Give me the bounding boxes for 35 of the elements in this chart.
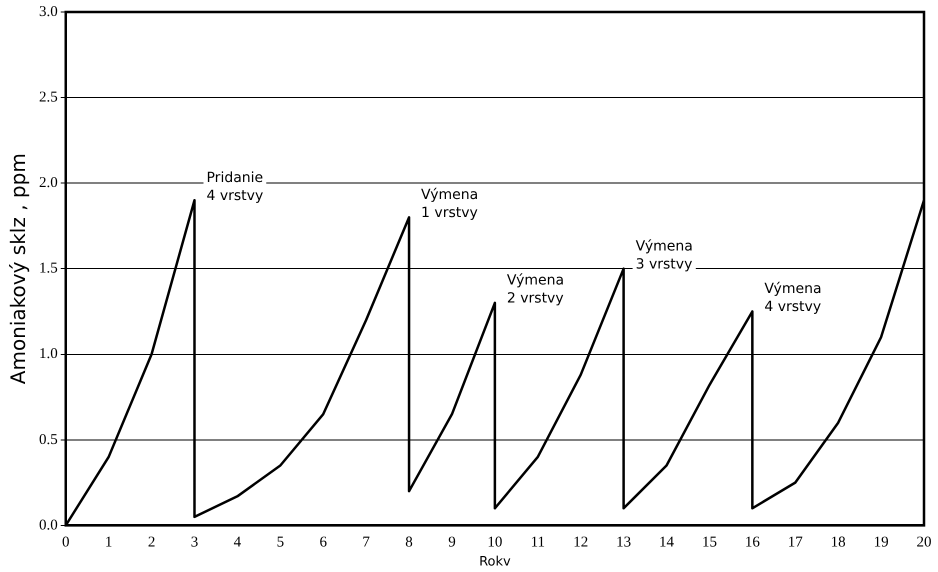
x-tick-label: 6 [319, 534, 328, 550]
x-tick-label: 8 [405, 534, 413, 550]
y-tick-label: 0.5 [39, 432, 58, 448]
x-tick-label: 3 [190, 534, 198, 550]
annotation: Výmena 3 vrstvy [636, 238, 693, 272]
x-tick-label: 2 [148, 534, 156, 550]
annotation: Výmena 2 vrstvy [506, 272, 564, 307]
x-tick-label: 4 [234, 534, 242, 550]
x-tick-label: 16 [744, 534, 760, 550]
x-tick-label: 5 [276, 534, 284, 550]
x-tick-label: 7 [362, 534, 370, 550]
x-tick-label: 13 [616, 534, 632, 550]
x-tick-label: 14 [659, 534, 675, 550]
x-tick-label: 12 [573, 534, 588, 550]
x-axis-title: Rokv [479, 554, 511, 570]
x-tick-label: 20 [916, 534, 932, 550]
annotation: Pridanie 4 vrstvy [206, 170, 264, 204]
y-tick-label: 2.5 [39, 90, 58, 106]
x-tick-label: 1 [104, 534, 112, 550]
annotation: Výmena 4 vrstvy [764, 281, 822, 316]
y-tick-label: 3.0 [39, 4, 58, 20]
y-axis-title: Amoniakový sklz , ppm [6, 153, 30, 384]
x-tick-label: 11 [530, 534, 546, 550]
x-tick-label: 18 [830, 534, 846, 550]
y-tick-label: 2.0 [39, 175, 58, 192]
annotation: Výmena 1 vrstvy [421, 187, 478, 221]
x-tick-label: 10 [487, 534, 502, 550]
x-tick-label: 0 [62, 534, 70, 550]
x-tick-label: 19 [874, 534, 889, 550]
y-tick-label: 1.0 [39, 346, 58, 362]
y-tick-label: 0.0 [39, 517, 58, 534]
y-tick-label: 1.5 [39, 260, 58, 277]
x-tick-label: 17 [788, 534, 804, 550]
x-tick-label: 9 [448, 534, 456, 550]
x-tick-label: 15 [702, 534, 717, 550]
